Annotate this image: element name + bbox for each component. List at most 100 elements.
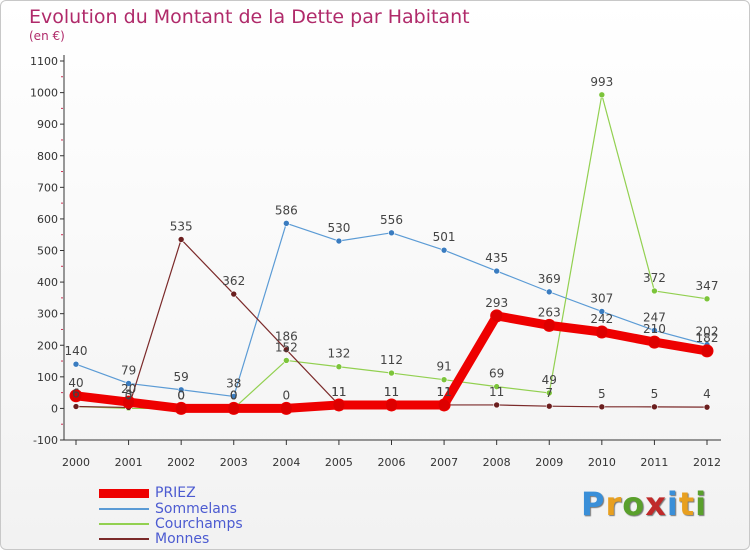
data-label-courchamps: 0: [230, 388, 238, 402]
data-label-priez: 11: [331, 385, 346, 399]
legend-label-courchamps: Courchamps: [155, 516, 243, 532]
y-tick-label: 100: [37, 371, 58, 384]
data-point-courchamps: [493, 383, 500, 390]
data-point-priez: [700, 344, 714, 358]
data-label-monnes: 11: [436, 385, 451, 399]
data-point-priez: [227, 401, 241, 415]
data-point-sommelans: [283, 220, 290, 227]
data-point-monnes: [545, 402, 553, 410]
data-point-sommelans: [388, 229, 395, 237]
data-label-courchamps: 347: [696, 279, 719, 293]
data-label-sommelans: 59: [174, 370, 189, 384]
data-label-priez: 0: [283, 388, 291, 402]
data-point-monnes: [703, 403, 711, 411]
data-label-monnes: 5: [598, 387, 606, 401]
data-label-courchamps: 91: [436, 360, 451, 374]
legend-item-monnes: Monnes: [99, 531, 299, 547]
data-label-monnes: 5: [651, 387, 659, 401]
legend-label-monnes: Monnes: [155, 531, 210, 547]
y-tick-label: 0: [51, 402, 58, 415]
data-point-monnes: [598, 403, 606, 411]
data-label-sommelans: 247: [643, 310, 666, 324]
y-tick-label: 200: [37, 339, 58, 352]
data-point-priez: [69, 389, 83, 403]
data-label-courchamps: 152: [275, 340, 298, 354]
data-point-sommelans: [177, 386, 185, 394]
y-tick-label: 1000: [30, 87, 58, 100]
x-tick-label: 2003: [220, 456, 248, 469]
data-point-monnes: [72, 403, 80, 410]
data-point-priez: [647, 335, 661, 349]
data-label-sommelans: 530: [327, 221, 350, 235]
data-point-sommelans: [440, 246, 448, 254]
data-label-monnes: 6: [72, 387, 80, 401]
x-tick-label: 2006: [378, 456, 406, 469]
legend-swatch-sommelans: [99, 508, 149, 510]
x-tick-label: 2007: [430, 456, 458, 469]
data-point-priez: [385, 398, 398, 412]
x-tick-label: 2005: [325, 456, 353, 469]
data-label-monnes: 7: [545, 386, 553, 400]
data-label-priez: 263: [538, 305, 561, 319]
data-label-priez: 40: [68, 376, 83, 390]
chart-title: Evolution du Montant de la Dette par Hab…: [29, 6, 470, 28]
data-point-courchamps: [388, 369, 395, 377]
x-tick-label: 2011: [640, 456, 668, 469]
data-point-priez: [332, 398, 346, 412]
legend-label-sommelans: Sommelans: [155, 501, 237, 517]
data-label-monnes: 535: [170, 219, 193, 233]
data-label-sommelans: 307: [590, 291, 613, 305]
data-point-priez: [437, 398, 451, 412]
data-label-courchamps: 0: [125, 388, 133, 402]
legend-label-priez: PRIEZ: [155, 485, 196, 501]
data-point-priez: [279, 401, 293, 415]
data-label-courchamps: 372: [643, 271, 666, 285]
proxiti-logo: Proxiti: [581, 485, 708, 523]
legend-swatch-monnes: [99, 538, 149, 540]
data-label-priez: 11: [384, 385, 399, 399]
data-point-priez: [122, 395, 136, 409]
data-label-courchamps: 0: [177, 388, 185, 402]
data-label-monnes: 3: [125, 387, 133, 401]
data-point-sommelans: [651, 327, 658, 334]
x-tick-label: 2004: [272, 456, 300, 469]
y-tick-label: 700: [37, 181, 58, 194]
y-tick-label: -100: [33, 434, 58, 447]
data-label-sommelans: 202: [696, 325, 719, 339]
data-label-priez: 20: [121, 382, 136, 396]
data-label-priez: 242: [590, 312, 613, 326]
data-label-sommelans: 79: [121, 363, 136, 377]
data-label-courchamps: 112: [380, 353, 403, 367]
y-tick-label: 400: [37, 276, 58, 289]
data-point-monnes: [651, 403, 658, 411]
data-point-sommelans: [545, 288, 553, 296]
data-label-courchamps: 69: [489, 367, 504, 381]
data-label-priez: 0: [177, 388, 185, 402]
x-tick-label: 2002: [167, 456, 195, 469]
y-tick-label: 600: [37, 213, 58, 226]
data-point-courchamps: [651, 287, 658, 295]
legend-swatch-courchamps: [99, 523, 149, 525]
data-label-courchamps: 6: [72, 387, 80, 401]
data-point-sommelans: [230, 393, 238, 400]
data-point-sommelans: [598, 308, 606, 315]
x-tick-label: 2009: [535, 456, 563, 469]
data-label-courchamps: 132: [327, 347, 350, 361]
x-tick-label: 2001: [115, 456, 143, 469]
data-point-courchamps: [283, 357, 290, 364]
data-label-monnes: 11: [331, 385, 346, 399]
legend-item-sommelans: Sommelans: [99, 501, 299, 517]
data-point-priez: [174, 401, 188, 415]
data-label-sommelans: 435: [485, 251, 508, 265]
data-point-sommelans: [335, 237, 343, 245]
x-tick-label: 2010: [588, 456, 616, 469]
data-label-monnes: 186: [275, 330, 298, 344]
data-label-priez: 11: [436, 385, 451, 399]
data-point-sommelans: [72, 360, 80, 368]
data-label-priez: 210: [643, 322, 666, 336]
data-point-monnes: [230, 290, 238, 298]
x-tick-label: 2012: [693, 456, 721, 469]
data-label-monnes: 11: [489, 385, 504, 399]
data-point-priez: [490, 309, 504, 323]
data-label-priez: 0: [230, 388, 238, 402]
